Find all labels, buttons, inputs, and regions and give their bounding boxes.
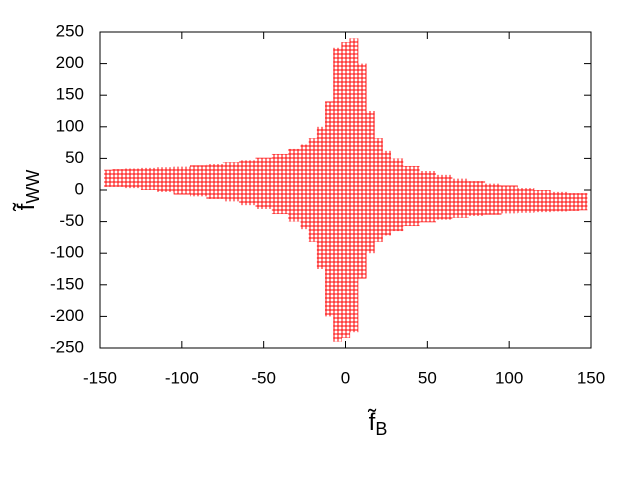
range-column [468,181,486,216]
x-tick-label: -150 [83,368,117,387]
range-column [288,148,301,222]
y-tick-label: -200 [50,306,84,325]
range-column [124,168,142,189]
range-column [239,160,256,206]
y-axis-label: f̃WW [13,170,42,212]
y-tick-label: -150 [50,274,84,293]
x-tick-label: 50 [418,368,437,387]
range-column [255,157,273,209]
range-column [308,138,318,242]
y-tick-label: 50 [65,148,84,167]
range-column [550,191,567,212]
y-label-base: f̃ [13,202,40,212]
x-axis-label: f̃B [367,409,387,438]
x-tick-label: -50 [251,368,276,387]
range-column [365,111,375,254]
x-tick-label: -100 [165,368,199,387]
range-column [104,169,113,187]
range-column [566,193,580,211]
y-tick-label: -50 [59,211,84,230]
range-column [112,169,126,187]
x-label-base: f̃ [367,409,377,436]
x-tick-label: 100 [495,368,523,387]
y-tick-label: 200 [56,53,84,72]
y-tick-label: -250 [50,337,84,356]
x-label-sub: B [375,419,387,439]
y-label-sub: WW [23,170,43,204]
range-column [419,171,437,223]
range-column [341,42,351,338]
range-column [357,63,367,279]
range-column [271,153,289,215]
range-column [435,174,453,220]
range-column [206,164,224,199]
range-column [533,190,551,213]
range-column [222,162,240,202]
range-column [451,178,469,218]
range-column [173,166,191,195]
x-tick-label: 150 [577,368,605,387]
range-column [500,185,518,214]
y-tick-label: -100 [50,243,84,262]
range-column [316,126,326,269]
x-tick-label: 0 [341,368,350,387]
range-column [190,165,207,197]
range-column [349,38,359,333]
y-tick-label: 250 [56,21,84,40]
range-column [517,188,535,213]
range-column [382,150,392,236]
y-tick-label: 0 [75,179,84,198]
range-column [325,101,334,317]
range-column [402,165,420,227]
y-tick-label: 100 [56,116,84,135]
y-tick-label: 150 [56,85,84,104]
range-column [300,144,310,230]
range-column [140,167,158,190]
range-column [333,47,342,342]
range-column [484,183,502,215]
range-column [578,193,588,211]
range-column [157,167,175,192]
range-column [374,138,383,242]
range-column [390,158,404,232]
